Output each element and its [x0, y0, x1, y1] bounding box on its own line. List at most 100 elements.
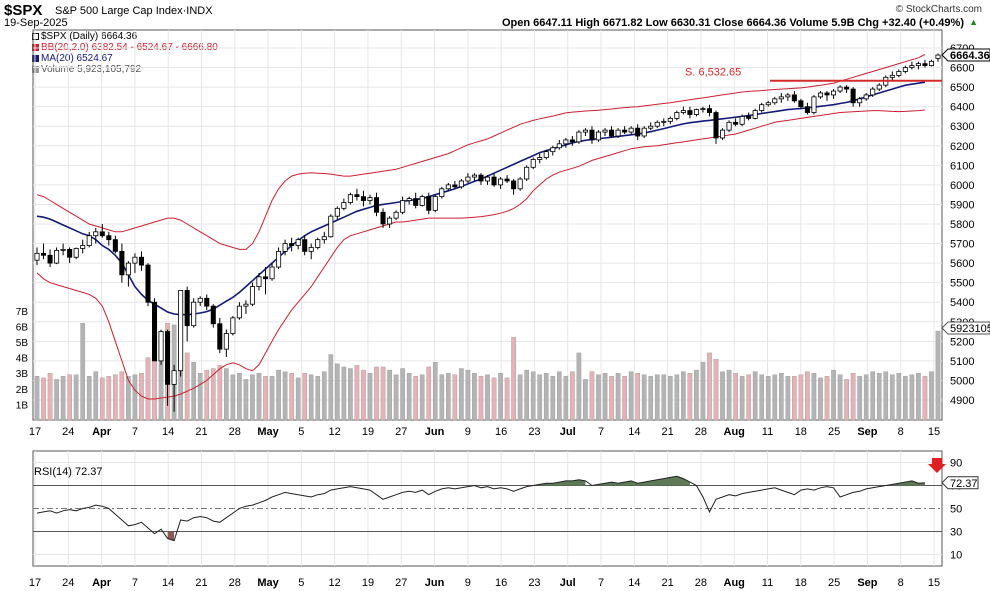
x-axis-bottom: 17 24 Apr 7 14 21 28 May 5 12 19 27 Jun 9 16 23 Jul 7 14 21…: [29, 577, 940, 589]
candle-body: [354, 194, 360, 198]
volume-tick-label: 2B: [16, 385, 29, 396]
candle-body: [269, 266, 275, 280]
price-tick-label: 6100: [950, 160, 974, 172]
up-arrow-icon: ▲: [969, 17, 978, 27]
volume-bar: [472, 373, 477, 421]
volume-bar: [537, 374, 543, 421]
volume-bar: [47, 373, 53, 421]
candle-body: [602, 129, 608, 133]
support-label: S. 6,532.65: [685, 67, 741, 79]
stockcharts-credit[interactable]: © StockCharts.com: [895, 4, 982, 15]
candle-body: [863, 94, 869, 100]
candle-body: [413, 198, 419, 206]
volume-bar: [145, 357, 151, 421]
candle-body: [439, 188, 445, 198]
candle-body: [315, 239, 321, 248]
volume-bar: [909, 374, 915, 421]
volume-bar: [733, 373, 738, 421]
candle-body: [778, 96, 784, 100]
candle-body: [445, 184, 451, 190]
candle-body: [680, 110, 686, 113]
volume-bar: [772, 374, 778, 421]
price-tick-label: 6400: [950, 102, 974, 114]
x-tick-label: 11: [762, 577, 773, 589]
volume-bar: [315, 376, 321, 421]
x-tick-label: 24: [62, 577, 74, 589]
volume-bar: [550, 376, 556, 421]
candle-body: [223, 333, 229, 350]
x-tick-label: 11: [762, 426, 773, 438]
x-tick-label: 28: [229, 577, 241, 589]
price-tick-label: 5000: [950, 375, 974, 387]
volume-bar: [667, 376, 673, 421]
candlesticks: [34, 53, 941, 412]
candle-body: [256, 276, 262, 287]
rsi-overbought-fill: [598, 476, 690, 486]
candle-body: [595, 131, 602, 141]
volume-bar: [785, 376, 791, 421]
volume-bar: [563, 376, 569, 421]
volume-bar: [197, 373, 203, 421]
candle-body: [289, 243, 295, 246]
volume-bar: [224, 368, 229, 421]
candle-body: [373, 197, 380, 213]
candle-body: [582, 129, 588, 133]
volume-bar: [648, 376, 654, 421]
price-tick-label: 6000: [950, 180, 974, 192]
candle-body: [511, 180, 517, 190]
volume-bar: [41, 377, 46, 421]
candle-body: [824, 92, 830, 96]
x-tick-label: 12: [329, 577, 341, 589]
volume-bar: [354, 365, 360, 421]
volume-bar: [321, 371, 327, 421]
candle-body: [86, 235, 92, 246]
candle-body: [713, 112, 719, 139]
volume-bar: [530, 371, 536, 421]
volume-bar: [243, 379, 249, 421]
candle-body: [432, 196, 438, 211]
candle-body: [635, 127, 641, 137]
candle-body: [295, 239, 301, 246]
bb-lower-line: [36, 109, 925, 400]
candle-body: [928, 60, 934, 67]
volume-bar: [86, 376, 92, 421]
candle-body: [419, 196, 425, 206]
x-tick-label: Jul: [560, 426, 576, 438]
volume-bar: [393, 374, 399, 421]
volume-bar: [380, 366, 386, 421]
price-tick-label: 4900: [950, 395, 974, 407]
price-tick-label: 5900: [950, 199, 974, 211]
candle-body: [785, 94, 791, 98]
candle-body: [125, 262, 131, 276]
volume-bar: [805, 371, 810, 421]
volume-bar: [583, 379, 588, 421]
volume-bar: [778, 373, 784, 421]
candle-body: [93, 231, 99, 237]
candle-body: [282, 243, 288, 252]
candle-body: [204, 297, 210, 307]
candle-body: [576, 131, 582, 143]
candle-body: [236, 305, 242, 319]
volume-bar: [615, 373, 621, 421]
rsi-label: RSI(14) 72.37: [34, 466, 102, 478]
volume-bar: [811, 373, 817, 421]
x-tick-label: Sep: [857, 577, 877, 589]
volume-tick-label: 1B: [16, 400, 29, 411]
volume-bar: [491, 377, 497, 421]
candle-body: [889, 74, 895, 78]
candle-body: [302, 239, 308, 252]
rsi-panel: 103050709072.37: [32, 450, 979, 567]
x-tick-label: Jul: [560, 577, 576, 589]
x-tick-label: Aug: [724, 426, 745, 438]
rsi-line: [36, 475, 925, 542]
candle-body: [700, 108, 706, 111]
volume-bar: [870, 371, 876, 421]
volume-bar: [798, 374, 804, 421]
candle-body: [406, 198, 412, 201]
volume-bar: [439, 374, 445, 421]
volume-bar: [374, 366, 379, 421]
candle-body: [654, 121, 660, 127]
candle-body: [609, 129, 615, 137]
volume-tick-label: 7B: [16, 307, 29, 318]
